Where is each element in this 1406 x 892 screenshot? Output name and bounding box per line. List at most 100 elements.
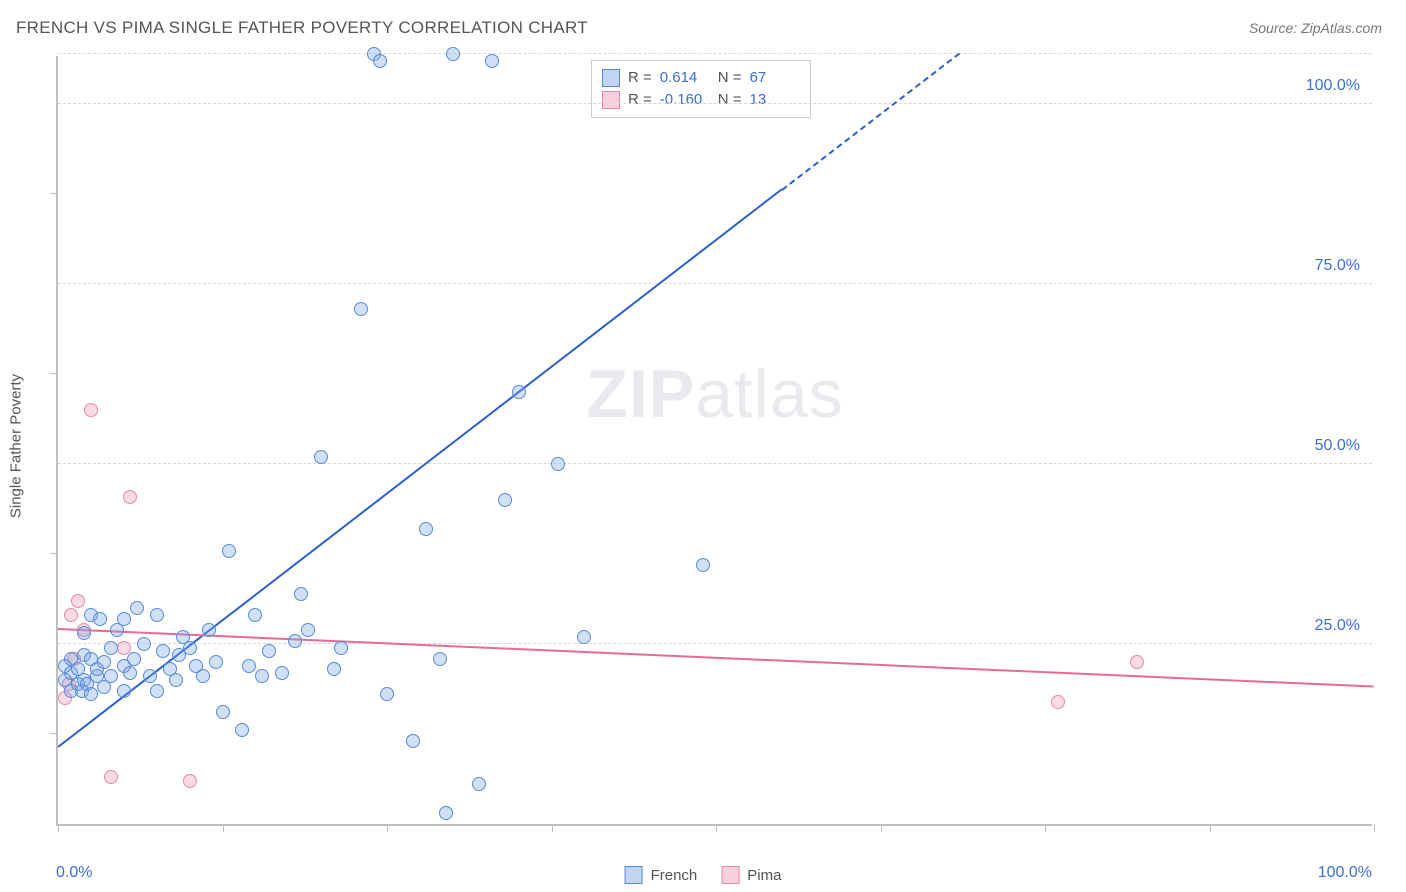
scatter-point-french (77, 626, 91, 640)
x-legend-label: French (651, 867, 698, 884)
x-tick (387, 824, 388, 832)
y-tick (50, 553, 58, 554)
scatter-point-pima (64, 608, 78, 622)
x-tick (223, 824, 224, 832)
scatter-point-french (97, 655, 111, 669)
scatter-point-french (485, 54, 499, 68)
watermark: ZIPatlas (586, 355, 843, 433)
x-tick (1045, 824, 1046, 832)
scatter-point-french (314, 450, 328, 464)
scatter-point-french (117, 612, 131, 626)
scatter-point-french (123, 666, 137, 680)
x-tick (1210, 824, 1211, 832)
gridline-h (58, 53, 1372, 54)
x-legend-label: Pima (747, 867, 781, 884)
scatter-point-french (696, 558, 710, 572)
x-tick (552, 824, 553, 832)
scatter-point-french (104, 641, 118, 655)
y-tick-label: 50.0% (1315, 437, 1360, 455)
scatter-point-french (301, 623, 315, 637)
scatter-point-pima (84, 403, 98, 417)
scatter-point-french (150, 608, 164, 622)
y-tick-label: 100.0% (1306, 77, 1360, 95)
legend-swatch (602, 91, 620, 109)
scatter-point-french (183, 641, 197, 655)
scatter-point-french (262, 644, 276, 658)
legend-n-value: 13 (750, 89, 800, 111)
scatter-point-french (354, 302, 368, 316)
chart-title: FRENCH VS PIMA SINGLE FATHER POVERTY COR… (16, 18, 588, 38)
legend-swatch (625, 866, 643, 884)
scatter-point-french (84, 687, 98, 701)
scatter-point-pima (1130, 655, 1144, 669)
scatter-point-french (196, 669, 210, 683)
plot-area: ZIPatlas R = 0.614 N = 67 R = -0.160 N = 13 25.… (56, 56, 1372, 826)
scatter-point-french (242, 659, 256, 673)
legend-n-label: N = (718, 89, 742, 111)
legend-r-label: R = (628, 67, 652, 89)
scatter-point-french (127, 652, 141, 666)
scatter-point-french (327, 662, 341, 676)
gridline-h (58, 103, 1372, 104)
legend-n-value: 67 (750, 67, 800, 89)
scatter-point-french (512, 385, 526, 399)
legend-r-value: 0.614 (660, 67, 710, 89)
scatter-point-french (294, 587, 308, 601)
scatter-point-pima (104, 770, 118, 784)
x-legend-item: Pima (721, 866, 781, 884)
scatter-point-french (216, 705, 230, 719)
scatter-point-french (222, 544, 236, 558)
scatter-point-pima (183, 774, 197, 788)
x-legend-item: French (625, 866, 698, 884)
scatter-point-french (156, 644, 170, 658)
scatter-point-french (104, 669, 118, 683)
legend-swatch (721, 866, 739, 884)
scatter-point-french (130, 601, 144, 615)
scatter-point-french (150, 684, 164, 698)
y-tick (50, 733, 58, 734)
y-tick-label: 25.0% (1315, 617, 1360, 635)
gridline-h (58, 283, 1372, 284)
scatter-point-french (419, 522, 433, 536)
scatter-point-pima (1051, 695, 1065, 709)
scatter-point-french (169, 673, 183, 687)
scatter-point-french (209, 655, 223, 669)
y-tick (50, 373, 58, 374)
scatter-point-french (439, 806, 453, 820)
series-legend: French Pima (625, 866, 782, 884)
x-tick (1374, 824, 1375, 832)
scatter-point-french (551, 457, 565, 471)
y-axis-label: Single Father Poverty (8, 374, 25, 518)
scatter-point-french (235, 723, 249, 737)
correlation-legend: R = 0.614 N = 67 R = -0.160 N = 13 (591, 60, 811, 118)
scatter-point-french (93, 612, 107, 626)
scatter-point-french (255, 669, 269, 683)
scatter-point-french (143, 669, 157, 683)
legend-r-value: -0.160 (660, 89, 710, 111)
y-tick (50, 193, 58, 194)
scatter-point-pima (123, 490, 137, 504)
y-tick-label: 75.0% (1315, 257, 1360, 275)
x-tick (716, 824, 717, 832)
scatter-point-french (472, 777, 486, 791)
legend-n-label: N = (718, 67, 742, 89)
legend-row: R = -0.160 N = 13 (602, 89, 800, 111)
x-tick-label-max: 100.0% (1318, 864, 1372, 882)
scatter-point-french (117, 684, 131, 698)
scatter-point-french (498, 493, 512, 507)
legend-row: R = 0.614 N = 67 (602, 67, 800, 89)
scatter-point-french (446, 47, 460, 61)
scatter-point-french (202, 623, 216, 637)
scatter-point-pima (71, 594, 85, 608)
watermark-atlas: atlas (695, 356, 844, 432)
gridline-h (58, 463, 1372, 464)
legend-r-label: R = (628, 89, 652, 111)
scatter-point-french (433, 652, 447, 666)
scatter-point-french (577, 630, 591, 644)
scatter-point-french (380, 687, 394, 701)
x-tick (881, 824, 882, 832)
gridline-h (58, 643, 1372, 644)
scatter-point-french (373, 54, 387, 68)
chart-container: FRENCH VS PIMA SINGLE FATHER POVERTY COR… (0, 0, 1406, 892)
x-tick-label-min: 0.0% (56, 864, 92, 882)
